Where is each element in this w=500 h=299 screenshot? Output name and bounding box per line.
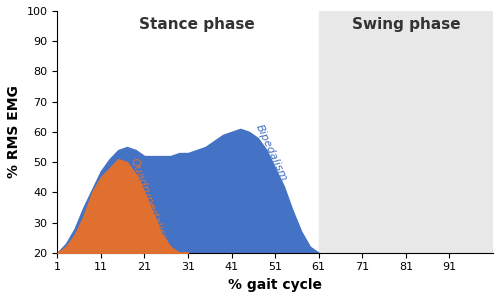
Text: Quadrupedalism: Quadrupedalism [128,156,169,246]
Text: Stance phase: Stance phase [139,17,254,32]
Text: Bipedalism: Bipedalism [253,123,288,183]
Bar [318,11,493,253]
X-axis label: % gait cycle: % gait cycle [228,278,322,292]
Text: Swing phase: Swing phase [352,17,460,32]
Y-axis label: % RMS EMG: % RMS EMG [7,86,21,178]
